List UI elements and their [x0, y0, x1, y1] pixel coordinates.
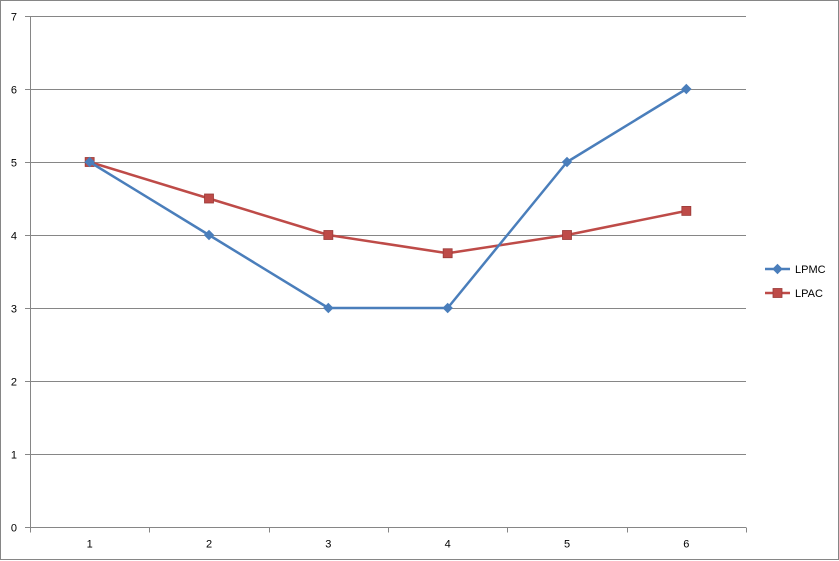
data-point-diamond [772, 263, 783, 275]
data-point-diamond [561, 156, 573, 168]
data-point-square [562, 230, 572, 240]
data-point-square [323, 230, 334, 240]
series-lpmc [84, 83, 692, 314]
y-tick-label: 1 [11, 450, 17, 462]
y-tick-label: 7 [11, 12, 17, 24]
data-point-square [204, 193, 214, 204]
x-axis-tick-labels: 1 2 3 4 5 6 [87, 539, 690, 551]
x-tick-label: 3 [325, 539, 331, 551]
data-point-diamond [323, 302, 334, 314]
data-point-square [772, 288, 783, 298]
axes [25, 16, 747, 533]
data-point-diamond [203, 229, 215, 241]
data-point-diamond [442, 302, 453, 314]
series-line [89, 87, 687, 310]
y-tick-label: 4 [11, 231, 17, 243]
y-axis-tick-labels: 0 1 2 3 4 5 6 7 [11, 12, 17, 535]
legend-label: LPMC [795, 264, 826, 276]
data-point-square [681, 206, 692, 216]
series-lines [84, 83, 692, 314]
y-tick-label: 6 [11, 85, 17, 97]
x-tick-label: 6 [683, 539, 689, 551]
x-tick-label: 1 [87, 539, 93, 551]
data-point-diamond [681, 83, 692, 95]
y-tick-label: 3 [11, 304, 17, 316]
x-tick-label: 4 [445, 539, 451, 551]
series-lpac [84, 157, 692, 259]
legend-entry-lpac: LPAC [765, 288, 823, 300]
y-tick-label: 2 [11, 377, 17, 389]
x-tick-label: 5 [564, 539, 570, 551]
legend-label: LPAC [795, 288, 823, 300]
legend: LPMC LPAC [765, 263, 826, 300]
series-line [89, 160, 687, 255]
y-tick-label: 5 [11, 158, 17, 170]
y-tick-label: 0 [11, 523, 17, 535]
data-point-square [442, 248, 453, 259]
x-tick-label: 2 [206, 539, 212, 551]
legend-entry-lpmc: LPMC [765, 263, 826, 276]
data-point-diamond [84, 156, 95, 168]
gridlines [30, 16, 746, 455]
